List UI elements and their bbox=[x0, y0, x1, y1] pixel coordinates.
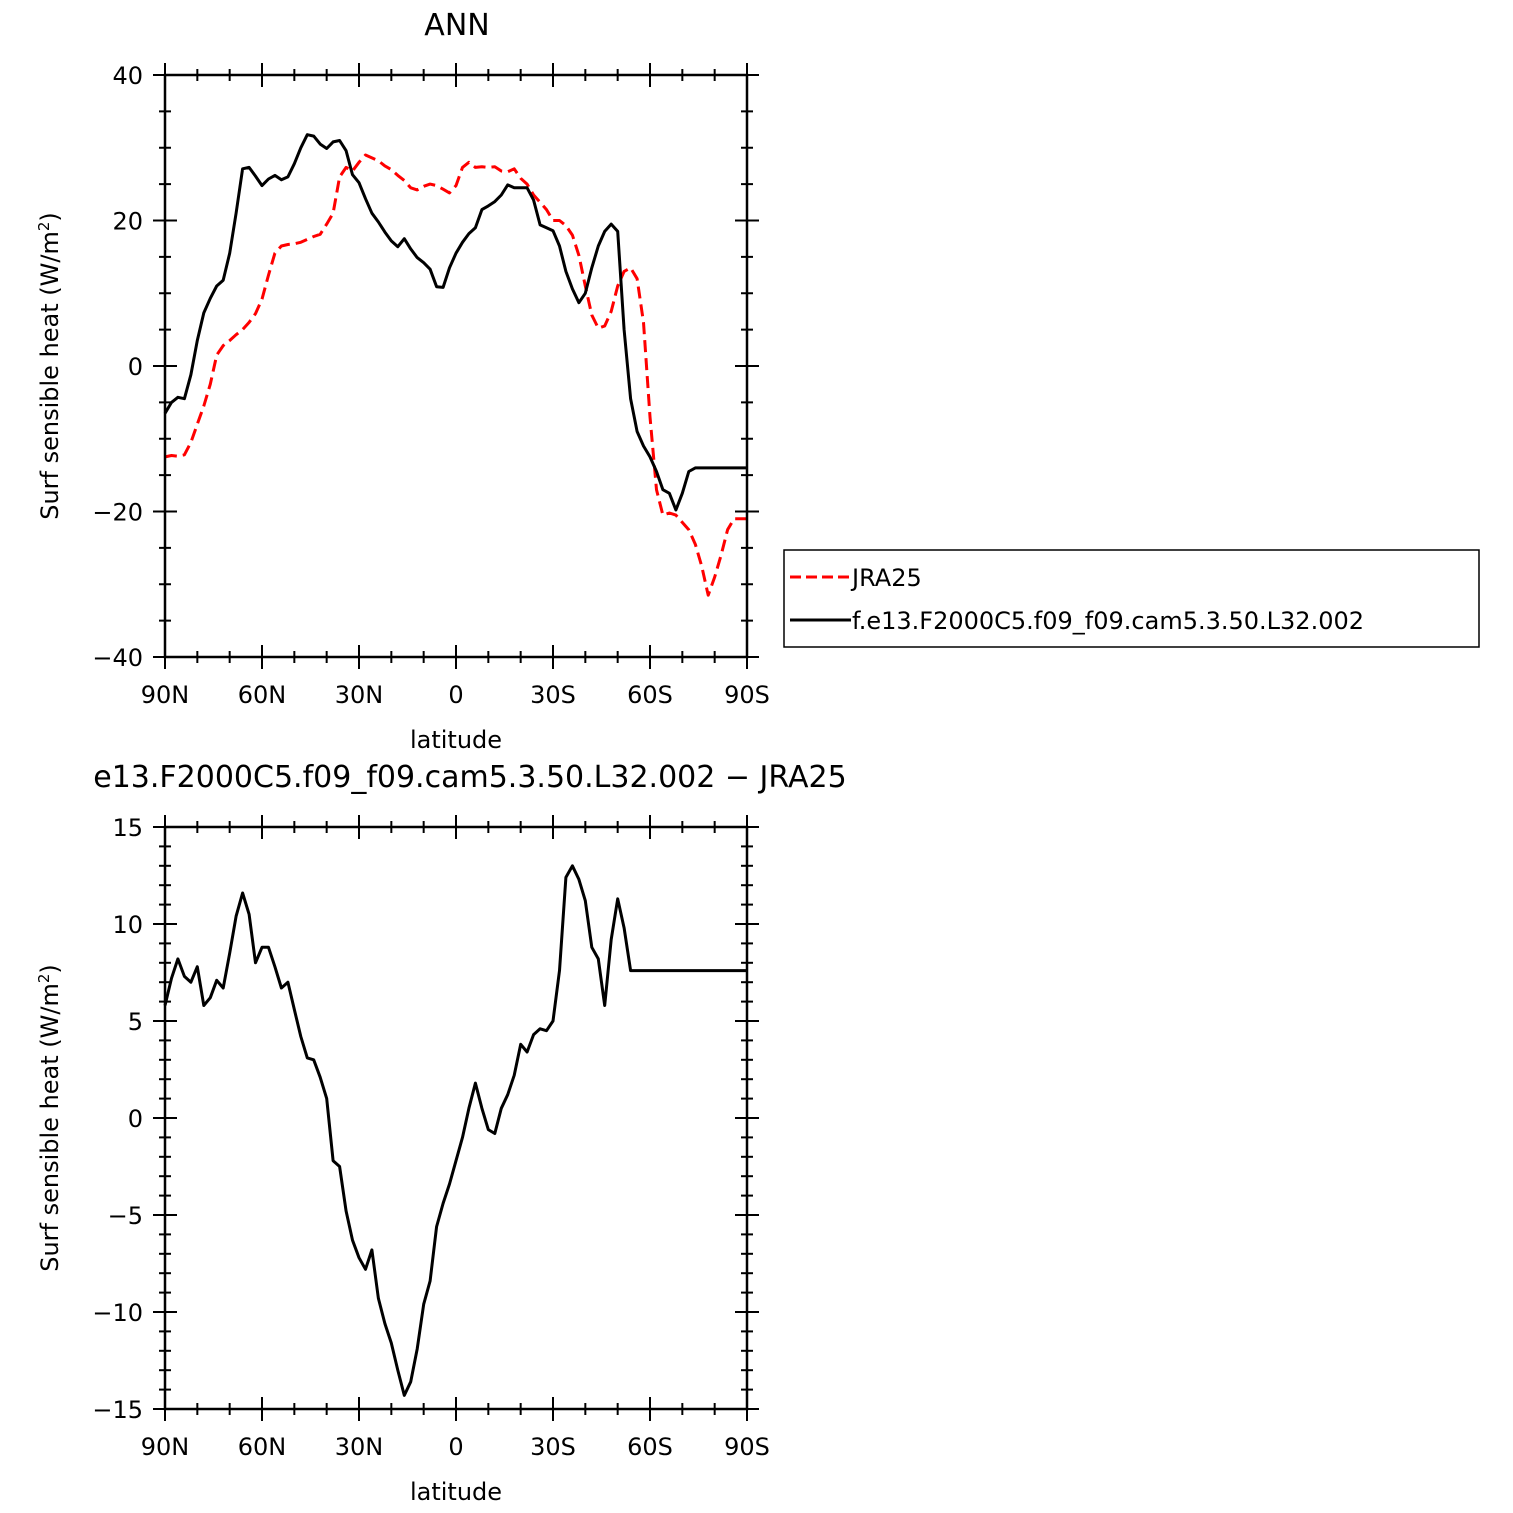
bottom-y-tick-label: −5 bbox=[108, 1202, 143, 1230]
bottom-series-line-0 bbox=[163, 864, 747, 1397]
bottom-x-tick-label: 30N bbox=[335, 1433, 384, 1461]
top-series-line-0 bbox=[164, 153, 747, 597]
top-y-tick-label: 20 bbox=[112, 208, 143, 236]
top-series-layer bbox=[163, 133, 747, 597]
bottom-y-tick-label: −15 bbox=[92, 1396, 143, 1424]
bottom-x-tick-label: 30S bbox=[530, 1433, 576, 1461]
top-x-tick-label: 90S bbox=[724, 681, 770, 709]
top-panel: ANN 90N 60N 30N 0 30S 60S 90S −40 −20 0 20 40 latit… bbox=[35, 8, 770, 754]
top-y-tick-label: 0 bbox=[128, 353, 143, 381]
top-tick-layer: 90N 60N 30N 0 30S 60S 90S −40 −20 0 20 40 bbox=[92, 62, 770, 709]
bottom-x-tick-label: 60S bbox=[627, 1433, 673, 1461]
top-y-tick-label: −40 bbox=[92, 644, 143, 672]
bottom-y-tick-label: 15 bbox=[112, 814, 143, 842]
bottom-y-tick-label: −10 bbox=[92, 1299, 143, 1327]
bottom-plot-frame bbox=[163, 825, 749, 1411]
bottom-x-tick-label: 0 bbox=[448, 1433, 463, 1461]
top-x-axis-label: latitude bbox=[410, 726, 502, 754]
legend-box bbox=[783, 549, 1480, 648]
top-chart-title: ANN bbox=[424, 8, 489, 43]
bottom-y-tick-label: 10 bbox=[112, 911, 143, 939]
bottom-x-tick-label: 90N bbox=[141, 1433, 190, 1461]
bottom-x-axis-label: latitude bbox=[410, 1478, 502, 1506]
bottom-tick-layer: 90N 60N 30N 0 30S 60S 90S −15 −10 −5 0 5 10 15 bbox=[92, 814, 770, 1461]
top-y-tick-label: 40 bbox=[112, 62, 143, 90]
bottom-y-tick-label: 0 bbox=[128, 1105, 143, 1133]
top-x-tick-label: 90N bbox=[141, 681, 190, 709]
top-x-tick-label: 30N bbox=[335, 681, 384, 709]
top-series-line-1 bbox=[163, 133, 747, 512]
legend: JRA25 f.e13.F2000C5.f09_f09.cam5.3.50.L3… bbox=[783, 549, 1480, 648]
top-x-tick-label: 60S bbox=[627, 681, 673, 709]
bottom-x-tick-label: 90S bbox=[724, 1433, 770, 1461]
top-y-axis-label: Surf sensible heat (W/m2) bbox=[35, 212, 64, 520]
bottom-y-tick-label: 5 bbox=[128, 1008, 143, 1036]
top-x-tick-label: 30S bbox=[530, 681, 576, 709]
bottom-y-axis-label: Surf sensible heat (W/m2) bbox=[35, 964, 64, 1272]
bottom-x-tick-label: 60N bbox=[238, 1433, 287, 1461]
legend-label-jra25: JRA25 bbox=[850, 564, 922, 592]
bottom-chart-title: e13.F2000C5.f09_f09.cam5.3.50.L32.002 − … bbox=[93, 760, 846, 795]
bottom-series-layer bbox=[163, 864, 747, 1397]
top-x-tick-label: 60N bbox=[238, 681, 287, 709]
top-x-tick-label: 0 bbox=[448, 681, 463, 709]
legend-label-model: f.e13.F2000C5.f09_f09.cam5.3.50.L32.002 bbox=[852, 607, 1364, 635]
top-plot-frame bbox=[163, 73, 749, 659]
bottom-panel: e13.F2000C5.f09_f09.cam5.3.50.L32.002 − … bbox=[35, 760, 847, 1506]
top-y-tick-label: −20 bbox=[92, 499, 143, 527]
